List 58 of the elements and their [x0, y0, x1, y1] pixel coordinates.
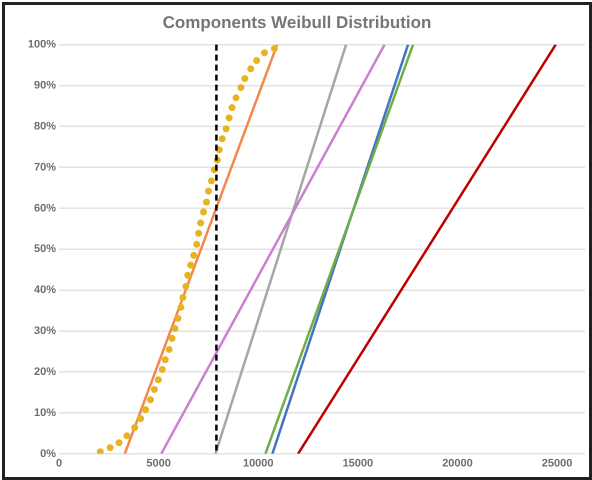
point	[182, 282, 190, 290]
y-tick-label: 100%	[28, 38, 56, 51]
x-tick-label: 20000	[442, 457, 473, 470]
point	[115, 439, 122, 446]
point	[150, 386, 158, 394]
point	[162, 356, 169, 364]
point	[208, 177, 215, 184]
point	[168, 334, 176, 342]
point	[96, 448, 104, 454]
y-tick-label: 60%	[34, 202, 56, 214]
point	[179, 294, 186, 301]
point	[228, 104, 236, 112]
point	[241, 75, 248, 82]
y-tick-label: 90%	[34, 80, 56, 92]
y-tick-label: 10%	[34, 406, 56, 419]
point	[270, 45, 278, 52]
point	[218, 135, 226, 142]
point	[195, 230, 202, 237]
point	[197, 220, 204, 227]
y-tick-label: 0%	[40, 448, 56, 460]
point	[222, 125, 230, 132]
y-tick-label: 40%	[34, 284, 56, 296]
point	[226, 114, 233, 122]
y-tick-label: 80%	[34, 120, 56, 132]
point	[184, 272, 192, 279]
x-tick-label: 0	[56, 457, 62, 470]
point	[137, 415, 144, 422]
point	[131, 424, 138, 432]
x-tick-label: 15000	[342, 457, 374, 470]
chart-title: Components Weibull Distribution	[162, 13, 432, 33]
point	[106, 444, 114, 452]
point	[202, 198, 210, 206]
point	[193, 240, 200, 248]
x-tick-label: 5000	[146, 457, 171, 470]
y-tick-label: 70%	[34, 161, 56, 174]
y-tick-label: 50%	[34, 243, 56, 256]
point	[142, 406, 150, 414]
y-tick-label: 20%	[34, 366, 56, 378]
point	[172, 325, 179, 332]
point	[200, 208, 208, 216]
point	[253, 57, 260, 64]
point	[237, 84, 244, 92]
point	[123, 432, 130, 440]
point	[146, 396, 154, 404]
point	[190, 252, 198, 259]
point	[177, 304, 184, 311]
y-tick-label: 30%	[34, 325, 56, 338]
point	[166, 346, 173, 353]
point	[158, 366, 166, 374]
point	[232, 94, 240, 102]
point	[187, 262, 194, 269]
point	[247, 65, 254, 72]
point	[204, 188, 212, 195]
point	[174, 314, 182, 322]
x-tick-label: 25000	[542, 457, 572, 470]
point	[154, 376, 162, 384]
x-tick-label: 10000	[242, 457, 274, 470]
point	[261, 49, 268, 56]
